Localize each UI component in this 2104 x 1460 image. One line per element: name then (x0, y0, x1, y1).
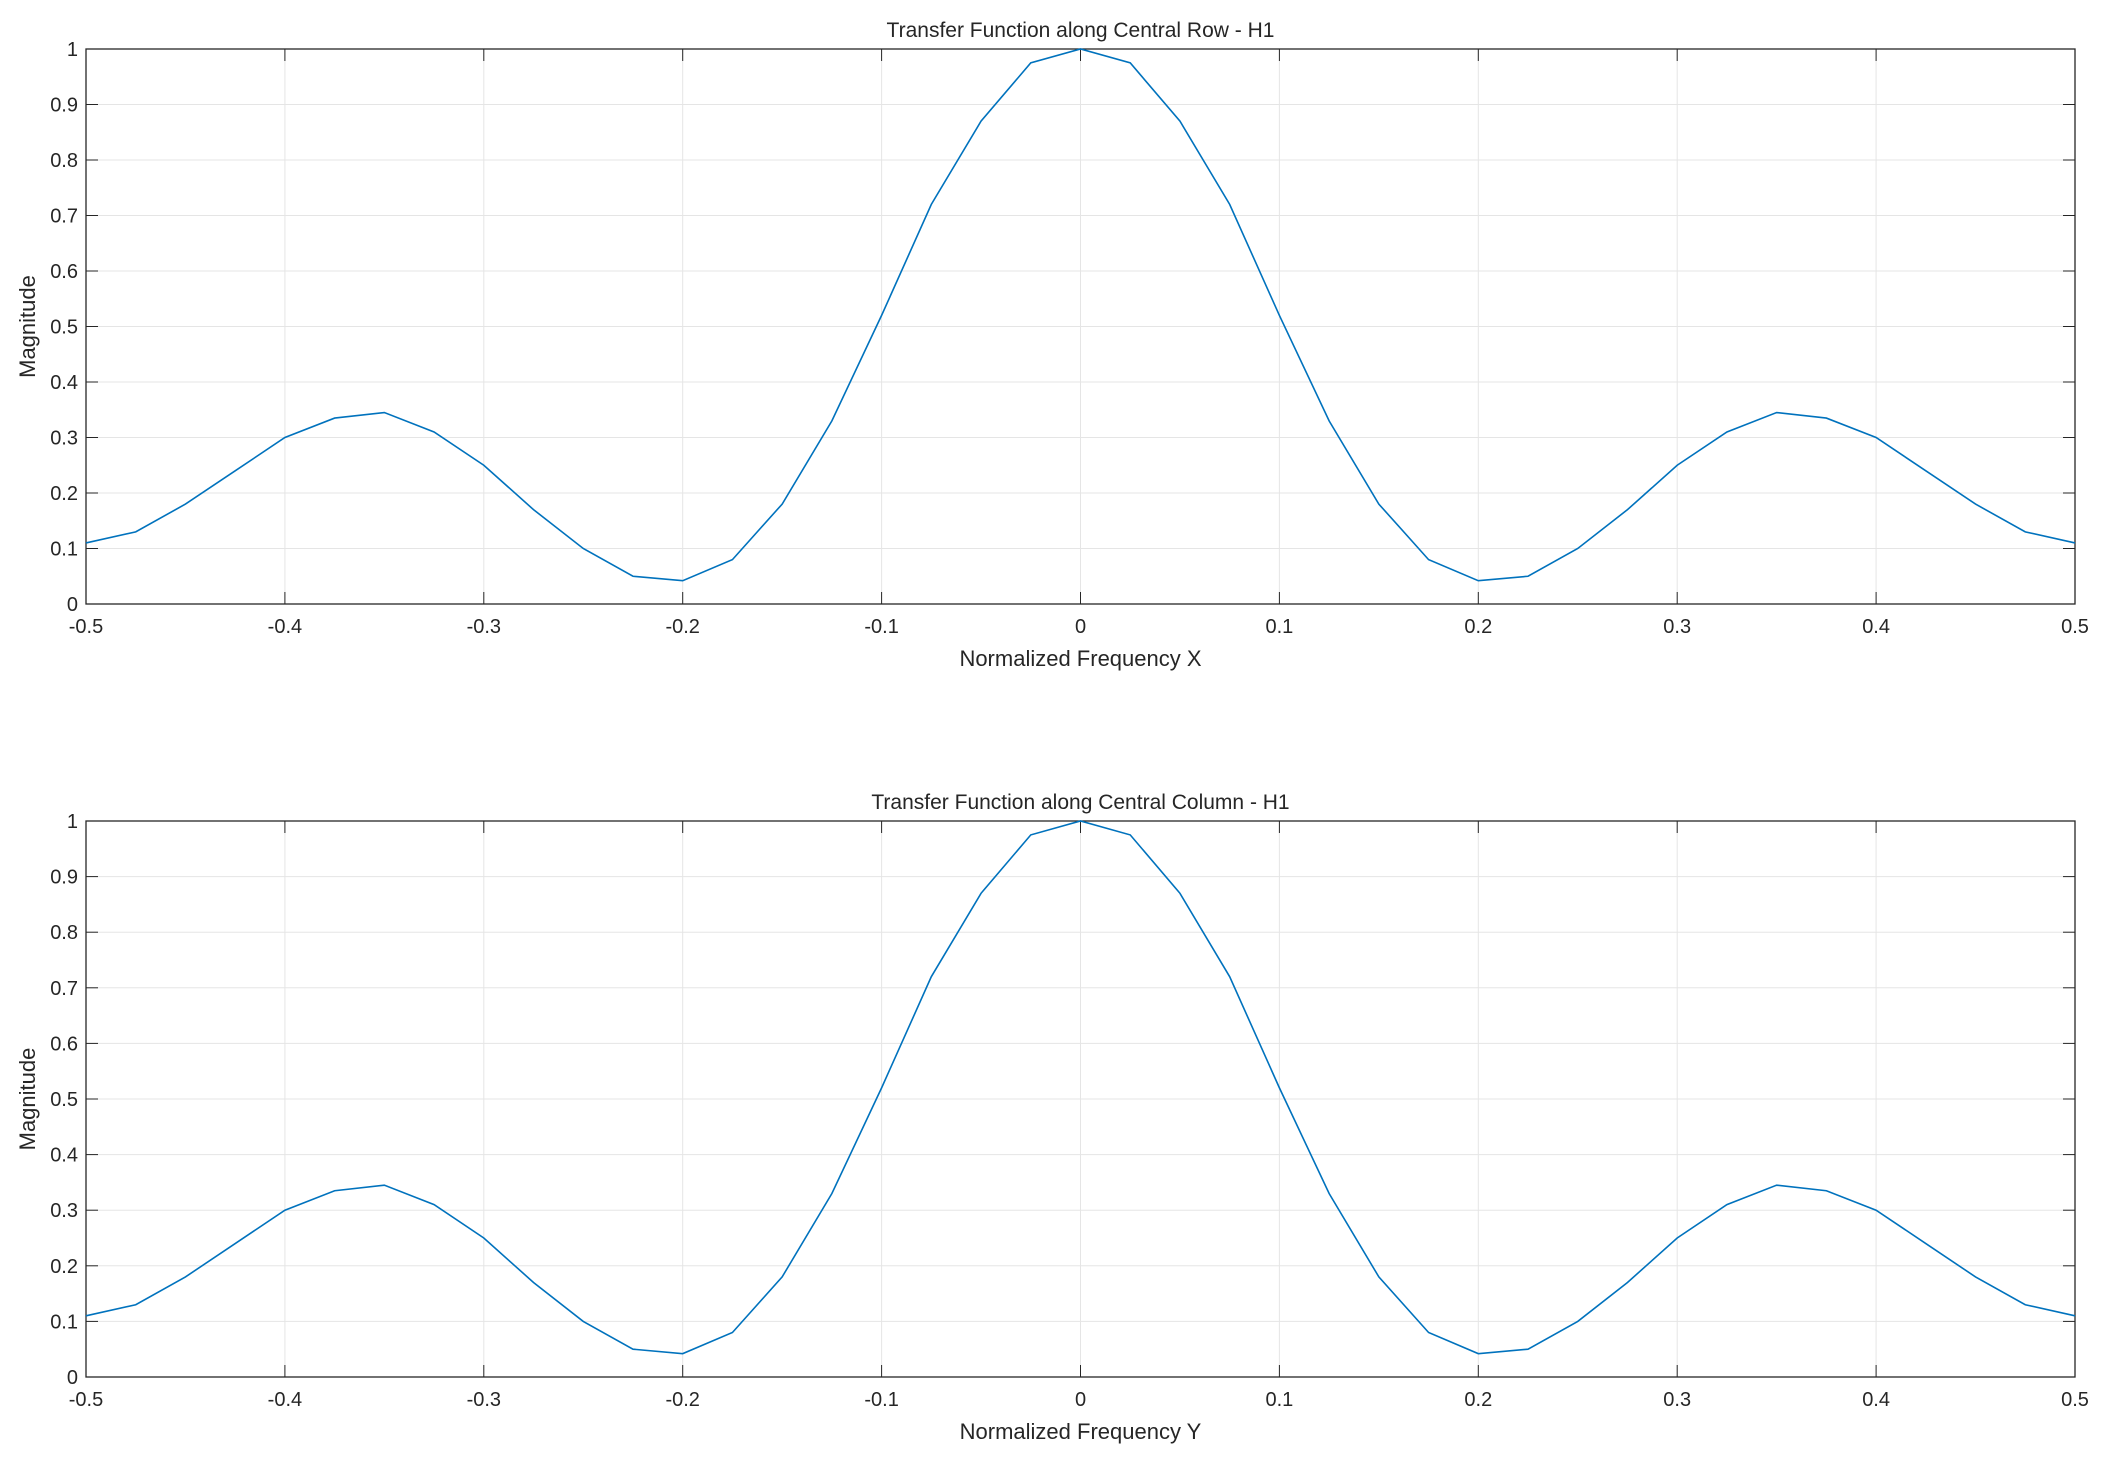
x-tick-label: 0.1 (1265, 616, 1293, 638)
x-tick-label: -0.4 (268, 1389, 302, 1411)
x-tick-label: 0.5 (2061, 616, 2089, 638)
x-tick-label: 0.5 (2061, 1389, 2089, 1411)
y-tick-label: 0 (67, 594, 78, 616)
y-tick-label: 0.7 (50, 978, 78, 1000)
x-tick-label: 0.4 (1862, 1389, 1890, 1411)
y-tick-label: 1 (67, 811, 78, 833)
x-tick-label: -0.1 (864, 616, 898, 638)
y-tick-label: 0.4 (50, 372, 78, 394)
x-tick-label: 0 (1075, 616, 1086, 638)
y-tick-label: 1 (67, 39, 78, 61)
x-tick-label: -0.4 (268, 616, 302, 638)
x-tick-label: -0.1 (864, 1389, 898, 1411)
x-tick-label: -0.3 (467, 616, 501, 638)
y-tick-label: 0.6 (50, 1033, 78, 1055)
y-tick-label: 0.7 (50, 206, 78, 228)
y-axis-label: Magnitude (15, 1048, 40, 1151)
y-tick-label: 0.2 (50, 483, 78, 505)
y-tick-label: 0.4 (50, 1145, 78, 1167)
y-tick-label: 0.6 (50, 261, 78, 283)
y-tick-label: 0.9 (50, 867, 78, 889)
y-tick-label: 0.1 (50, 1311, 78, 1333)
x-tick-label: 0 (1075, 1389, 1086, 1411)
y-tick-label: 0.5 (50, 1089, 78, 1111)
y-tick-label: 0.5 (50, 317, 78, 339)
y-tick-label: 0 (67, 1367, 78, 1389)
y-tick-label: 0.9 (50, 95, 78, 117)
y-tick-label: 0.8 (50, 150, 78, 172)
x-tick-label: -0.2 (665, 1389, 699, 1411)
data-line (85, 48, 2076, 582)
x-tick-label: 0.3 (1663, 1389, 1691, 1411)
x-tick-label: -0.5 (69, 1389, 103, 1411)
x-tick-label: -0.2 (665, 616, 699, 638)
x-tick-label: 0.1 (1265, 1389, 1293, 1411)
x-axis-label: Normalized Frequency X (959, 646, 1201, 671)
x-tick-label: 0.2 (1464, 1389, 1492, 1411)
chart-title: Transfer Function along Central Row - H1 (887, 19, 1275, 42)
y-tick-label: 0.3 (50, 428, 78, 450)
data-line (85, 820, 2076, 1355)
x-tick-label: 0.2 (1464, 616, 1492, 638)
x-axis-label: Normalized Frequency Y (960, 1419, 1202, 1444)
y-tick-label: 0.1 (50, 539, 78, 561)
chart-title: Transfer Function along Central Column -… (871, 791, 1289, 814)
x-tick-label: -0.3 (467, 1389, 501, 1411)
y-tick-label: 0.2 (50, 1256, 78, 1278)
y-tick-label: 0.3 (50, 1200, 78, 1222)
x-tick-label: 0.3 (1663, 616, 1691, 638)
y-axis-label: Magnitude (15, 275, 40, 378)
x-tick-label: 0.4 (1862, 616, 1890, 638)
x-tick-label: -0.5 (69, 616, 103, 638)
y-tick-label: 0.8 (50, 922, 78, 944)
